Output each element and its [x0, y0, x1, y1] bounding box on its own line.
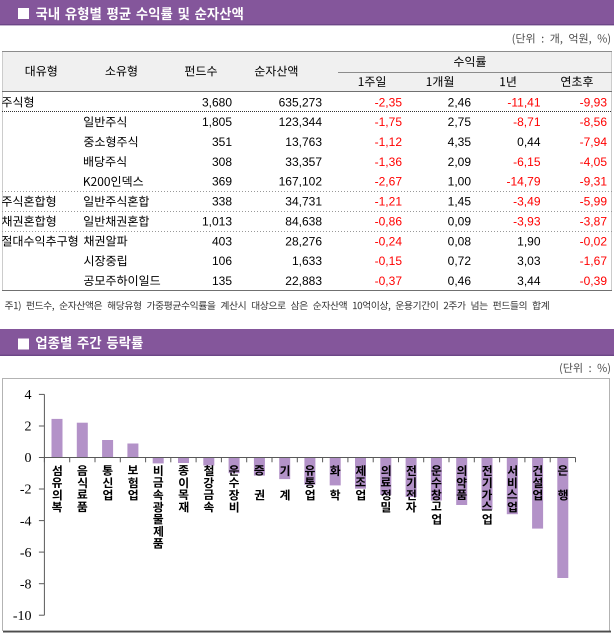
svg-text:-1,75: -1,75 — [375, 115, 403, 129]
svg-text:-4,05: -4,05 — [580, 155, 608, 169]
svg-text:-0,86: -0,86 — [375, 214, 403, 228]
svg-text:0,72: 0,72 — [448, 254, 472, 268]
svg-text:-14,79: -14,79 — [506, 175, 540, 189]
svg-text:3,44: 3,44 — [517, 274, 541, 288]
svg-text:-3,49: -3,49 — [513, 195, 541, 209]
svg-text:-8: -8 — [20, 577, 32, 592]
svg-text:-3,93: -3,93 — [513, 214, 541, 228]
svg-text:1,805: 1,805 — [202, 115, 232, 129]
svg-text:1,00: 1,00 — [448, 175, 472, 189]
svg-text:-11,41: -11,41 — [507, 95, 540, 109]
svg-text:0: 0 — [25, 451, 32, 466]
svg-text:0,08: 0,08 — [448, 234, 472, 248]
svg-text:167,102: 167,102 — [279, 175, 323, 189]
svg-text:4: 4 — [25, 388, 32, 403]
svg-text:-0,15: -0,15 — [375, 254, 403, 268]
svg-text:0,44: 0,44 — [517, 135, 541, 149]
svg-text:4,35: 4,35 — [448, 135, 472, 149]
svg-text:-8,71: -8,71 — [513, 115, 541, 129]
svg-text:-1,36: -1,36 — [375, 155, 403, 169]
svg-text:-2: -2 — [20, 483, 32, 498]
svg-text:-8,56: -8,56 — [580, 115, 608, 129]
svg-text:635,273: 635,273 — [279, 95, 323, 109]
svg-text:-9,93: -9,93 — [580, 95, 608, 109]
svg-text:2: 2 — [25, 420, 32, 435]
svg-text:2,75: 2,75 — [448, 115, 472, 129]
svg-text:351: 351 — [212, 135, 232, 149]
svg-text:-1,12: -1,12 — [375, 135, 403, 149]
svg-text:-2,35: -2,35 — [375, 95, 403, 109]
svg-text:-1,21: -1,21 — [375, 195, 403, 209]
svg-text:1,013: 1,013 — [202, 214, 232, 228]
svg-text:106: 106 — [212, 254, 232, 268]
svg-text:22,883: 22,883 — [285, 274, 322, 288]
svg-text:28,276: 28,276 — [285, 234, 322, 248]
svg-text:-3,87: -3,87 — [580, 214, 608, 228]
svg-text:84,638: 84,638 — [285, 214, 322, 228]
svg-text:369: 369 — [212, 175, 232, 189]
svg-text:-4: -4 — [20, 514, 32, 529]
svg-text:-0,39: -0,39 — [580, 274, 608, 288]
svg-text:-1,67: -1,67 — [580, 254, 608, 268]
svg-text:2,46: 2,46 — [448, 95, 472, 109]
svg-text:2,09: 2,09 — [448, 155, 472, 169]
svg-text:-5,99: -5,99 — [580, 195, 608, 209]
svg-text:0,09: 0,09 — [448, 214, 472, 228]
svg-text:308: 308 — [212, 155, 232, 169]
svg-text:403: 403 — [212, 234, 232, 248]
svg-text:-7,94: -7,94 — [580, 135, 608, 149]
svg-text:-9,31: -9,31 — [580, 175, 608, 189]
svg-text:-10: -10 — [13, 609, 32, 624]
svg-text:-6: -6 — [20, 546, 32, 561]
svg-text:33,357: 33,357 — [285, 155, 322, 169]
svg-text:1,45: 1,45 — [448, 195, 472, 209]
svg-text:-0,02: -0,02 — [580, 234, 608, 248]
svg-text:3,03: 3,03 — [517, 254, 541, 268]
svg-text:-0,37: -0,37 — [375, 274, 403, 288]
svg-text:13,763: 13,763 — [285, 135, 322, 149]
svg-text:-0,24: -0,24 — [375, 234, 403, 248]
svg-text:34,731: 34,731 — [285, 195, 322, 209]
svg-text:0,46: 0,46 — [448, 274, 472, 288]
svg-text:1,90: 1,90 — [517, 234, 541, 248]
svg-text:1,633: 1,633 — [292, 254, 322, 268]
svg-text:3,680: 3,680 — [202, 95, 232, 109]
svg-text:123,344: 123,344 — [279, 115, 323, 129]
svg-text:135: 135 — [212, 274, 232, 288]
svg-text:-2,67: -2,67 — [375, 175, 403, 189]
svg-text:338: 338 — [212, 195, 232, 209]
svg-text:-6,15: -6,15 — [513, 155, 541, 169]
